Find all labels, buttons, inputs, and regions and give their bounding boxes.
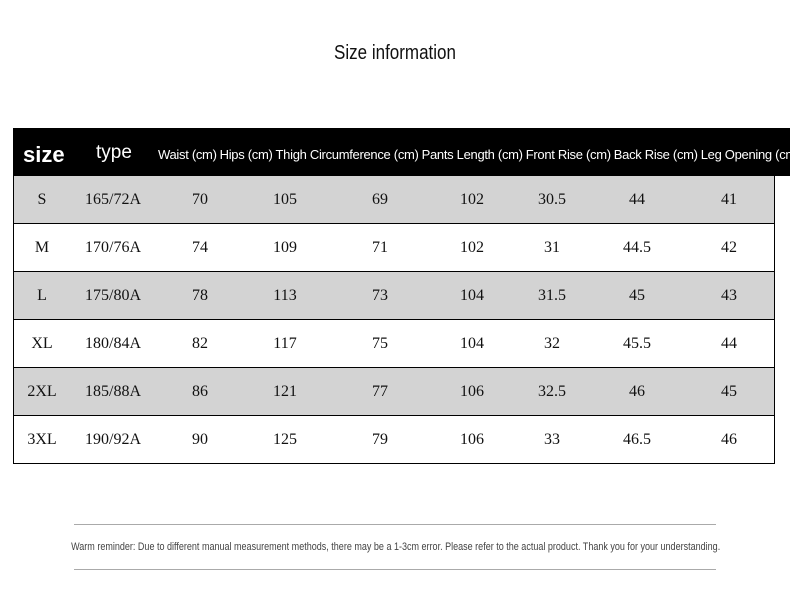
header-cell: type bbox=[96, 142, 132, 163]
table-cell: 185/88A bbox=[85, 383, 141, 400]
header-cell: Leg Opening (cm) bbox=[700, 147, 790, 162]
table-cell: 109 bbox=[273, 239, 297, 256]
divider bbox=[74, 569, 716, 570]
table-cell: 45 bbox=[629, 287, 645, 304]
table-cell: 70 bbox=[192, 191, 208, 208]
table-cell: 73 bbox=[372, 287, 388, 304]
table-row: 3XL 190/92A 90 125 79 106 33 46.5 46 bbox=[14, 416, 774, 463]
table-cell: 31.5 bbox=[538, 287, 566, 304]
header-group: Waist (cm) Hips (cm) Thigh Circumference (… bbox=[158, 147, 790, 162]
header-cell: Pants Length (cm) bbox=[421, 147, 523, 162]
header-cell: Hips (cm) bbox=[219, 147, 273, 162]
table-cell: 105 bbox=[273, 191, 297, 208]
table-cell: 71 bbox=[372, 239, 388, 256]
table-row: M 170/76A 74 109 71 102 31 44.5 42 bbox=[14, 224, 774, 272]
table-cell: 69 bbox=[372, 191, 388, 208]
header-cell: size bbox=[23, 142, 65, 167]
table-cell: XL bbox=[31, 335, 53, 352]
table-cell: 44.5 bbox=[623, 239, 651, 256]
table-cell: 44 bbox=[629, 191, 645, 208]
table-cell: 75 bbox=[372, 335, 388, 352]
table-body: S 165/72A 70 105 69 102 30.5 44 41 M 170/76A 74 109 7… bbox=[13, 176, 775, 464]
table-cell: 32 bbox=[544, 335, 560, 352]
table-cell: 42 bbox=[721, 239, 737, 256]
table-cell: 117 bbox=[273, 335, 297, 352]
table-cell: 45 bbox=[721, 383, 737, 400]
table-cell: 102 bbox=[460, 191, 484, 208]
table-cell: 104 bbox=[460, 335, 484, 352]
table-row: 2XL 185/88A 86 121 77 106 32.5 46 45 bbox=[14, 368, 774, 416]
table-cell: 46 bbox=[629, 383, 645, 400]
divider bbox=[74, 524, 716, 525]
title: Size information bbox=[334, 42, 456, 64]
table-cell: M bbox=[34, 239, 50, 256]
table-cell: 33 bbox=[544, 431, 560, 448]
table-cell: 121 bbox=[273, 383, 297, 400]
table-cell: 90 bbox=[192, 431, 208, 448]
table-row: S 165/72A 70 105 69 102 30.5 44 41 bbox=[14, 176, 774, 224]
table-cell: 165/72A bbox=[85, 191, 141, 208]
table-cell: 74 bbox=[192, 239, 208, 256]
table-cell: 170/76A bbox=[85, 239, 141, 256]
table-cell: 106 bbox=[460, 383, 484, 400]
table-cell: 104 bbox=[460, 287, 484, 304]
table-cell: 44 bbox=[721, 335, 737, 352]
table-cell: 30.5 bbox=[538, 191, 566, 208]
table-cell: 41 bbox=[721, 191, 737, 208]
table-cell: 3XL bbox=[27, 431, 57, 448]
header-cell: Thigh Circumference (cm) bbox=[275, 147, 419, 162]
table-cell: 190/92A bbox=[85, 431, 141, 448]
table-cell: 31 bbox=[544, 239, 560, 256]
table-cell: 2XL bbox=[27, 383, 57, 400]
table-cell: 113 bbox=[273, 287, 297, 304]
table-row: L 175/80A 78 113 73 104 31.5 45 43 bbox=[14, 272, 774, 320]
table-cell: 79 bbox=[372, 431, 388, 448]
table-cell: 32.5 bbox=[538, 383, 566, 400]
header-cell: Back Rise (cm) bbox=[613, 147, 698, 162]
table-header: size type Waist (cm) Hips (cm) Thigh Circu… bbox=[13, 128, 790, 176]
table-cell: 86 bbox=[192, 383, 208, 400]
table-cell: 77 bbox=[372, 383, 388, 400]
table-cell: 78 bbox=[192, 287, 208, 304]
table-cell: 106 bbox=[460, 431, 484, 448]
table-cell: 46 bbox=[721, 431, 737, 448]
table-cell: 180/84A bbox=[85, 335, 141, 352]
table-cell: 45.5 bbox=[623, 335, 651, 352]
table-cell: L bbox=[37, 287, 47, 304]
header-cell: Front Rise (cm) bbox=[525, 147, 611, 162]
table-cell: 82 bbox=[192, 335, 208, 352]
table-cell: 43 bbox=[721, 287, 737, 304]
table-cell: S bbox=[37, 191, 47, 208]
table-cell: 175/80A bbox=[85, 287, 141, 304]
table-cell: 46.5 bbox=[623, 431, 651, 448]
reminder: Warm reminder: Due to different manual m… bbox=[71, 541, 721, 553]
table-cell: 125 bbox=[273, 431, 297, 448]
table-cell: 102 bbox=[460, 239, 484, 256]
table-row: XL 180/84A 82 117 75 104 32 45.5 44 bbox=[14, 320, 774, 368]
header-cell: Waist (cm) bbox=[158, 147, 217, 162]
